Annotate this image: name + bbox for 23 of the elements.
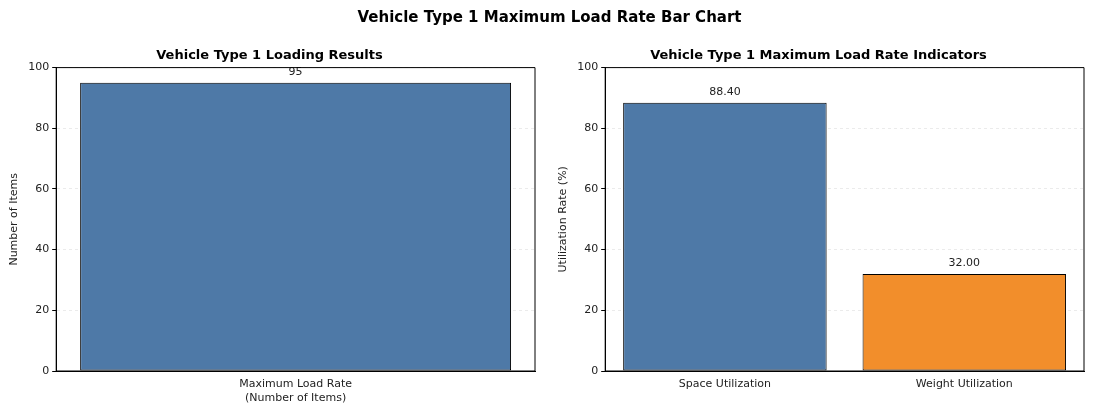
y-tick-label: 80 — [584, 121, 599, 135]
x-tick-label: Space Utilization — [678, 377, 771, 391]
data-label: 88.40 — [709, 85, 741, 99]
x-tick-label: Maximum Load Rate (Number of Items) — [239, 377, 353, 404]
y-tick-label: 0 — [42, 363, 50, 377]
text: Vehicle Type 1 Maximum Load Rate Bar Chart — [356, 8, 743, 26]
y-tick-label: 20 — [35, 303, 50, 317]
y-tick-label: 40 — [584, 242, 599, 256]
y-tick-label: 0 — [591, 363, 599, 377]
y-axis-title: Number of Items — [7, 172, 21, 266]
y-tick-label: 40 — [35, 242, 50, 256]
chart-title: Vehicle Type 1 Loading Results — [156, 47, 383, 63]
y-axis-title: Utilization Rate (%) — [556, 166, 570, 273]
y-tick-label: 60 — [35, 181, 50, 195]
y-tick-label: 60 — [584, 181, 599, 195]
x-tick-label: Weight Utilization — [915, 377, 1013, 391]
y-tick-label: 80 — [35, 121, 50, 135]
chart-title: Vehicle Type 1 Maximum Load Rate Indicators — [650, 47, 988, 63]
data-label: 32.00 — [948, 256, 981, 270]
y-tick-label: 100 — [28, 60, 50, 74]
y-tick-label: 100 — [577, 60, 599, 74]
data-label: 95 — [288, 65, 303, 79]
y-tick-label: 20 — [584, 303, 599, 317]
